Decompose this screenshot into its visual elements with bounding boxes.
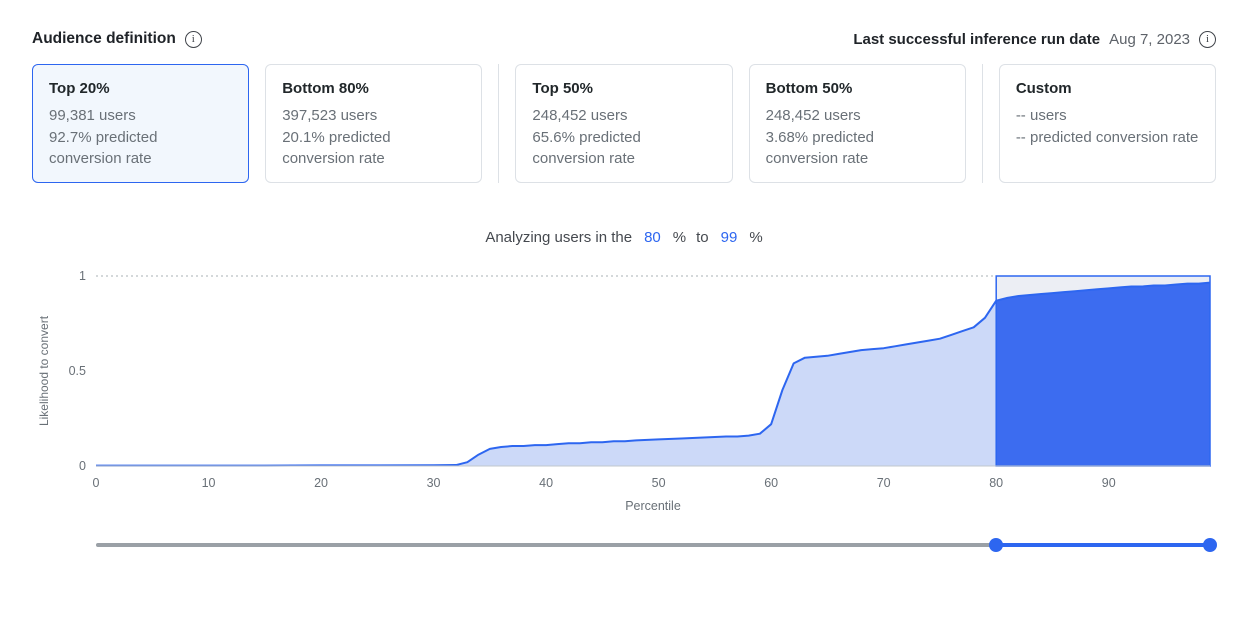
audience-card-bottom-80[interactable]: Bottom 80% 397,523 users 20.1% predicted… [265, 64, 483, 184]
page-title: Audience definition [32, 30, 176, 47]
card-rate: 20.1% predicted conversion rate [282, 128, 391, 167]
svg-text:40: 40 [539, 476, 553, 490]
card-title: Custom [1015, 80, 1072, 97]
conversion-chart-svg[interactable]: 0 10 20 30 40 50 60 70 80 90 0 0.5 1 Percentile Likeli… [32, 262, 1216, 518]
card-rate: 3.68% predicted conversion rate [765, 128, 875, 167]
card-rate: 92.7% predicted conversion rate [49, 128, 158, 167]
analyzer-sentence: Analyzing users in the 80 % to 99 % [32, 229, 1216, 246]
slider-track[interactable] [96, 543, 1210, 548]
slider-handle-right[interactable] [1203, 538, 1217, 553]
card-title: Top 50% [532, 80, 593, 97]
svg-text:Likelihood to convert: Likelihood to convert [37, 315, 51, 426]
card-users: 99,381 users [49, 107, 136, 125]
card-users: 248,452 users [532, 107, 628, 125]
svg-text:80: 80 [989, 476, 1003, 490]
audience-card-bottom-50[interactable]: Bottom 50% 248,452 users 3.68% predicted… [748, 64, 966, 184]
card-rate: 65.6% predicted conversion rate [532, 128, 641, 167]
analyzer-prefix: Analyzing users in the [485, 229, 633, 247]
card-users: 397,523 users [282, 107, 378, 125]
card-users: -- users [1015, 107, 1067, 125]
audience-cards: Top 20% 99,381 users 92.7% predicted con… [32, 64, 1217, 184]
svg-text:70: 70 [877, 476, 891, 490]
audience-card-top-50[interactable]: Top 50% 248,452 users 65.6% predicted co… [515, 64, 733, 184]
analyzer-to-word: to [696, 229, 709, 247]
svg-text:0: 0 [79, 459, 86, 473]
header-right: Last successful inference run date Aug 7… [853, 30, 1216, 48]
card-users: 248,452 users [765, 107, 861, 125]
svg-text:0.5: 0.5 [69, 364, 86, 378]
audience-definition-info-icon[interactable]: i [184, 30, 202, 48]
last-run-info-icon[interactable]: i [1199, 30, 1216, 48]
chart-area: 0 10 20 30 40 50 60 70 80 90 0 0.5 1 Percentile Likeli… [32, 262, 1216, 523]
svg-text:Percentile: Percentile [625, 499, 681, 513]
card-title: Bottom 80% [282, 80, 369, 97]
last-run-date: Aug 7, 2023 [1109, 30, 1190, 48]
svg-text:20: 20 [314, 476, 328, 490]
percent-sign: % [672, 229, 687, 247]
svg-text:50: 50 [652, 476, 666, 490]
card-group-divider [981, 64, 983, 184]
svg-text:30: 30 [427, 476, 441, 490]
header: Audience definition i Last successful in… [32, 30, 1216, 48]
header-left: Audience definition i [32, 30, 202, 48]
card-title: Top 20% [49, 80, 110, 97]
slider-handle-left[interactable] [989, 538, 1004, 553]
percentile-range-slider [96, 537, 1217, 553]
audience-card-custom[interactable]: Custom -- users -- predicted conversion … [998, 64, 1217, 184]
svg-text:0: 0 [93, 476, 100, 490]
slider-active-track[interactable] [996, 543, 1210, 548]
card-group-divider [498, 64, 500, 184]
svg-text:90: 90 [1102, 476, 1116, 490]
card-title: Bottom 50% [765, 80, 853, 97]
svg-text:1: 1 [79, 269, 86, 283]
percent-sign: % [749, 229, 763, 247]
percentile-from-input[interactable]: 80 [644, 229, 661, 247]
percentile-to-input[interactable]: 99 [720, 229, 738, 247]
svg-text:60: 60 [764, 476, 778, 490]
svg-text:10: 10 [202, 476, 216, 490]
card-rate: -- predicted conversion rate [1015, 128, 1199, 146]
audience-card-top-20[interactable]: Top 20% 99,381 users 92.7% predicted con… [32, 64, 250, 184]
last-run-label: Last successful inference run date [853, 30, 1101, 48]
